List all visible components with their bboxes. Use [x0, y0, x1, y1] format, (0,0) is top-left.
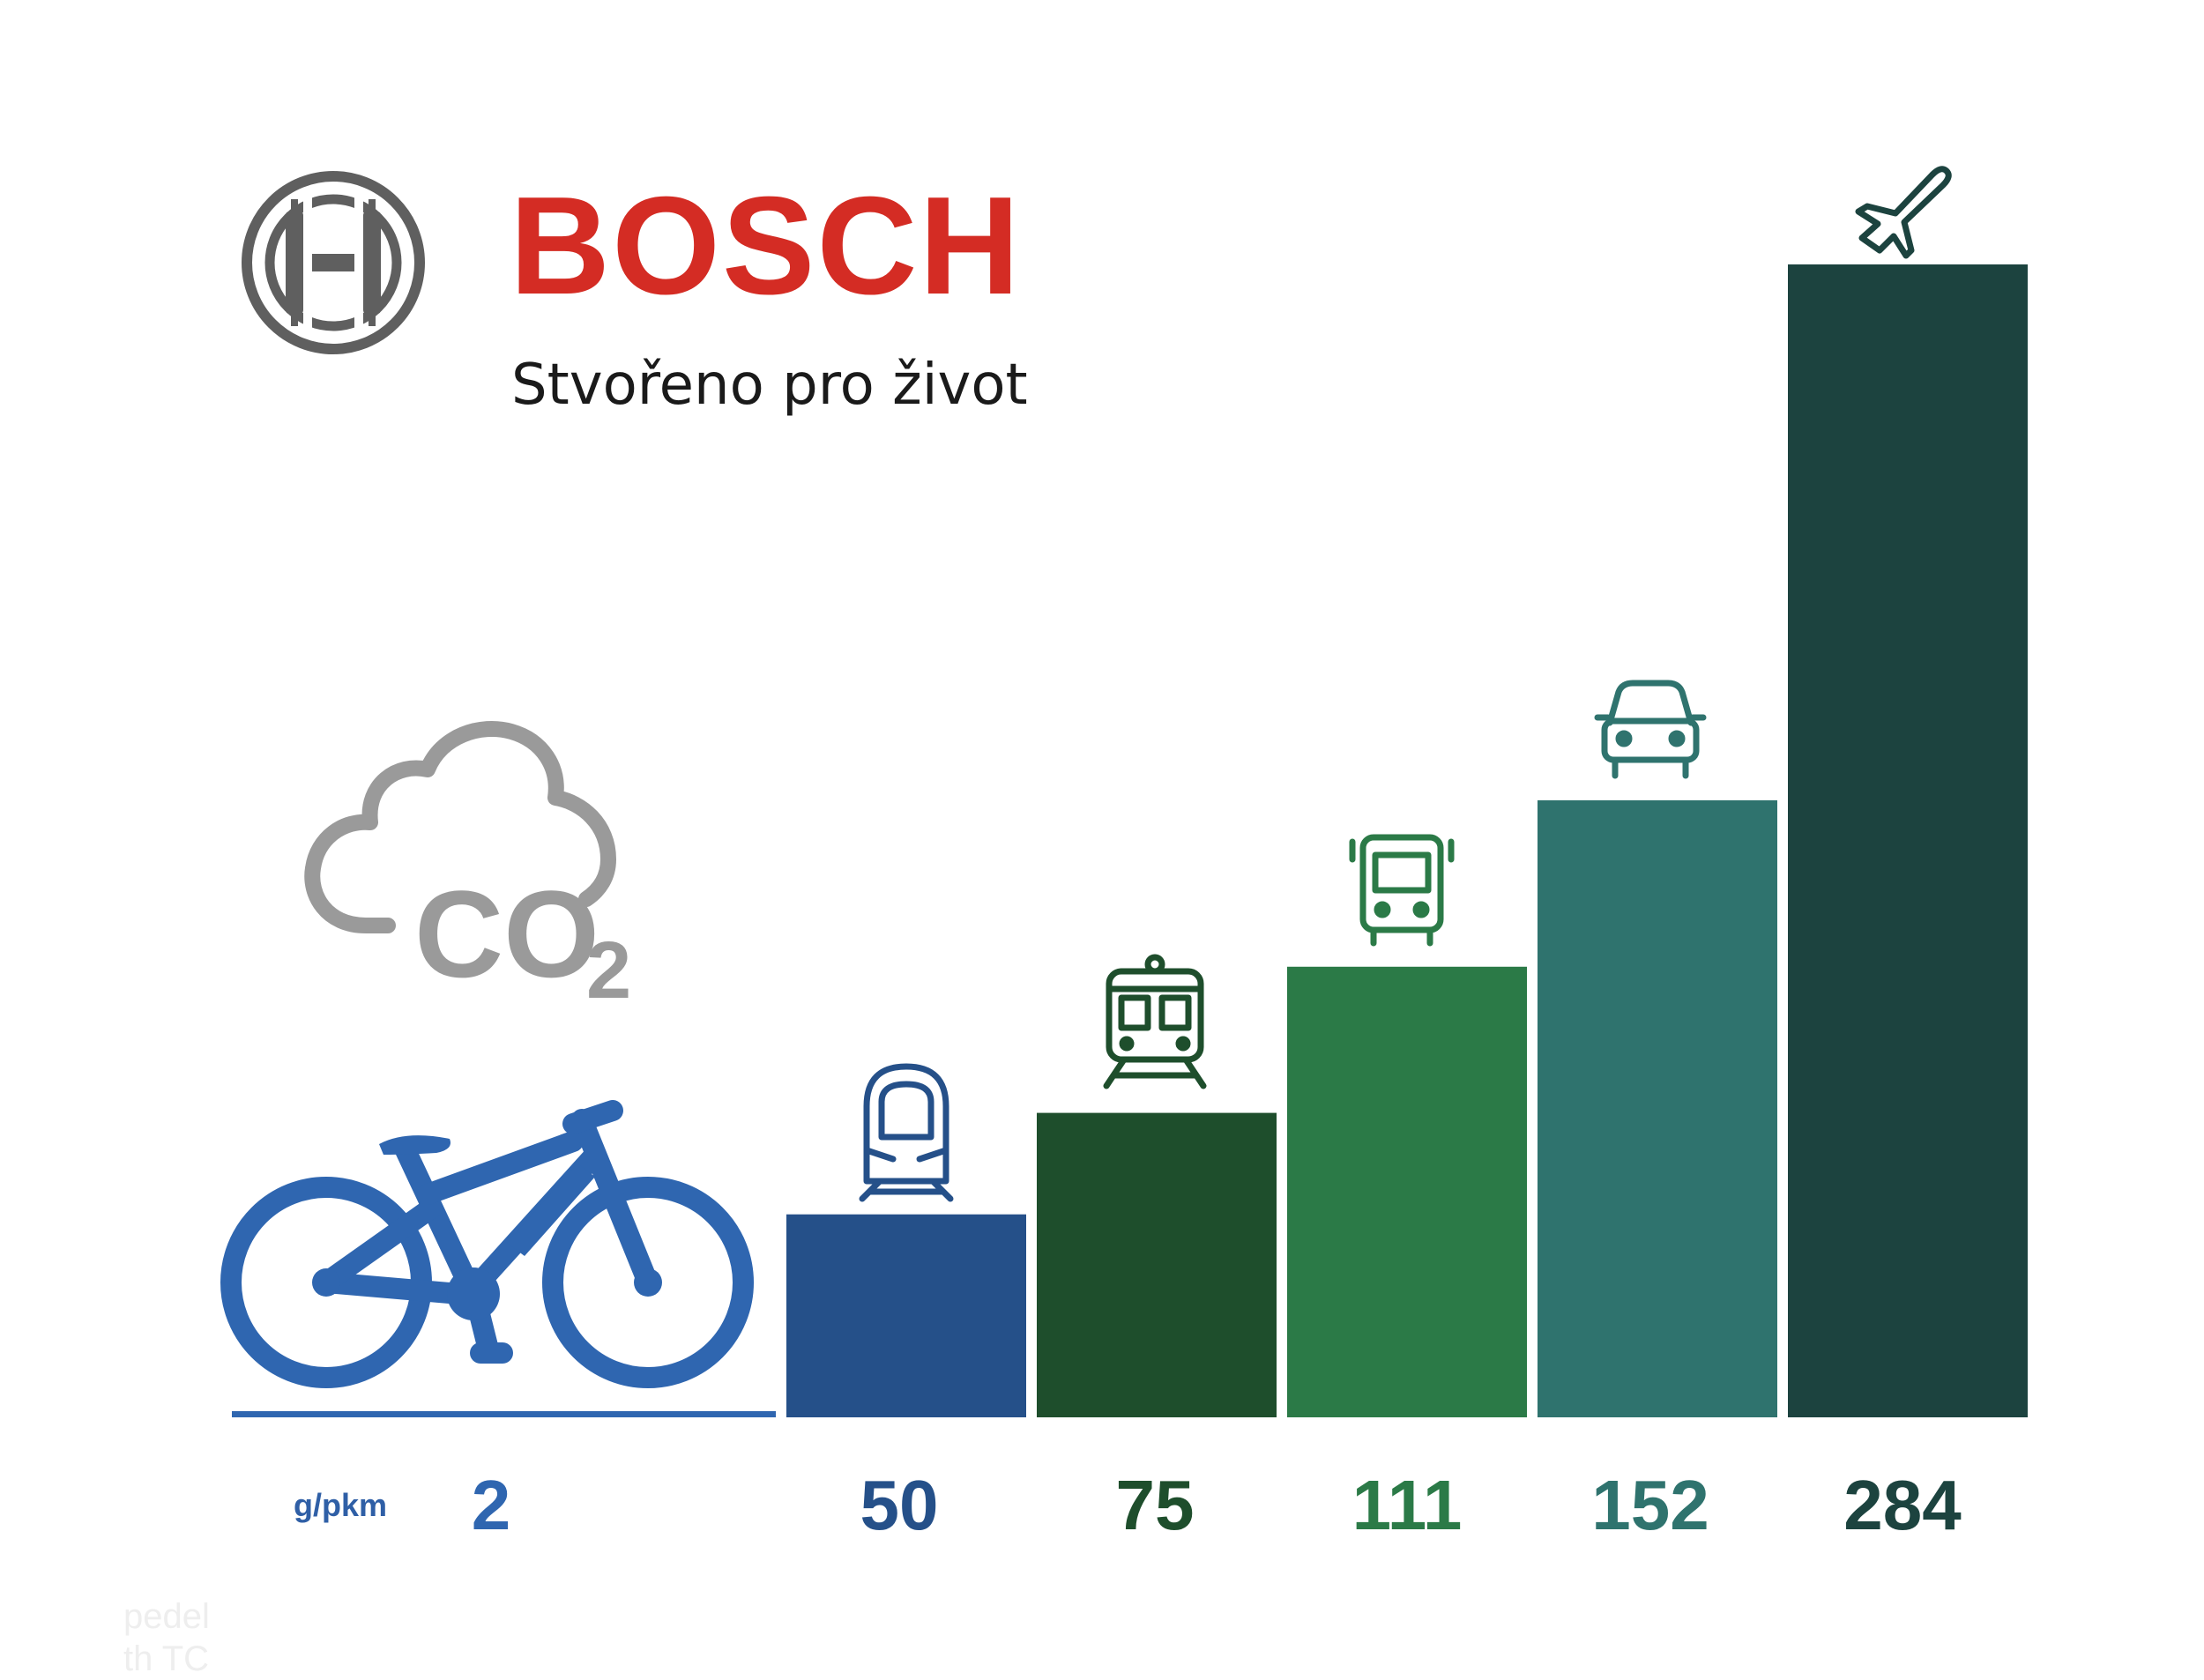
- value-label-4: 152: [1591, 1466, 1709, 1544]
- value-label-3: 111: [1352, 1466, 1463, 1544]
- bus-icon: [1349, 834, 1455, 947]
- bicycle-icon: [220, 1100, 754, 1388]
- value-label-5: 284: [1843, 1466, 1962, 1544]
- brand-tagline: Stvořeno pro život: [511, 353, 1028, 418]
- high-speed-train-icon: [859, 1063, 954, 1202]
- footer-faint-line-2: th TC: [123, 1639, 210, 1678]
- bar-4: [1538, 799, 1777, 1417]
- footer-faint-text: pedel th TC: [123, 1595, 210, 1680]
- bar-e-bike: [232, 1411, 776, 1417]
- value-label-1: 50: [860, 1466, 939, 1544]
- bar-3: [1287, 966, 1527, 1417]
- car-icon: [1594, 680, 1707, 779]
- airplane-icon: [1855, 166, 1952, 259]
- co2-label: CO: [414, 865, 599, 1003]
- bar-2: [1037, 1112, 1277, 1417]
- bar-5: [1788, 264, 2028, 1417]
- bar-1: [786, 1214, 1026, 1417]
- cloud-icon: [304, 721, 616, 933]
- value-label-0: 2: [472, 1466, 511, 1544]
- train-icon: [1103, 954, 1207, 1089]
- bosch-armature-icon: [242, 171, 425, 354]
- brand-name: BOSCH: [510, 168, 1022, 323]
- value-label-2: 75: [1116, 1466, 1195, 1544]
- co2-subscript: 2: [586, 925, 632, 1015]
- footer-faint-line-1: pedel: [123, 1597, 210, 1636]
- unit-label: g/pkm: [294, 1487, 388, 1523]
